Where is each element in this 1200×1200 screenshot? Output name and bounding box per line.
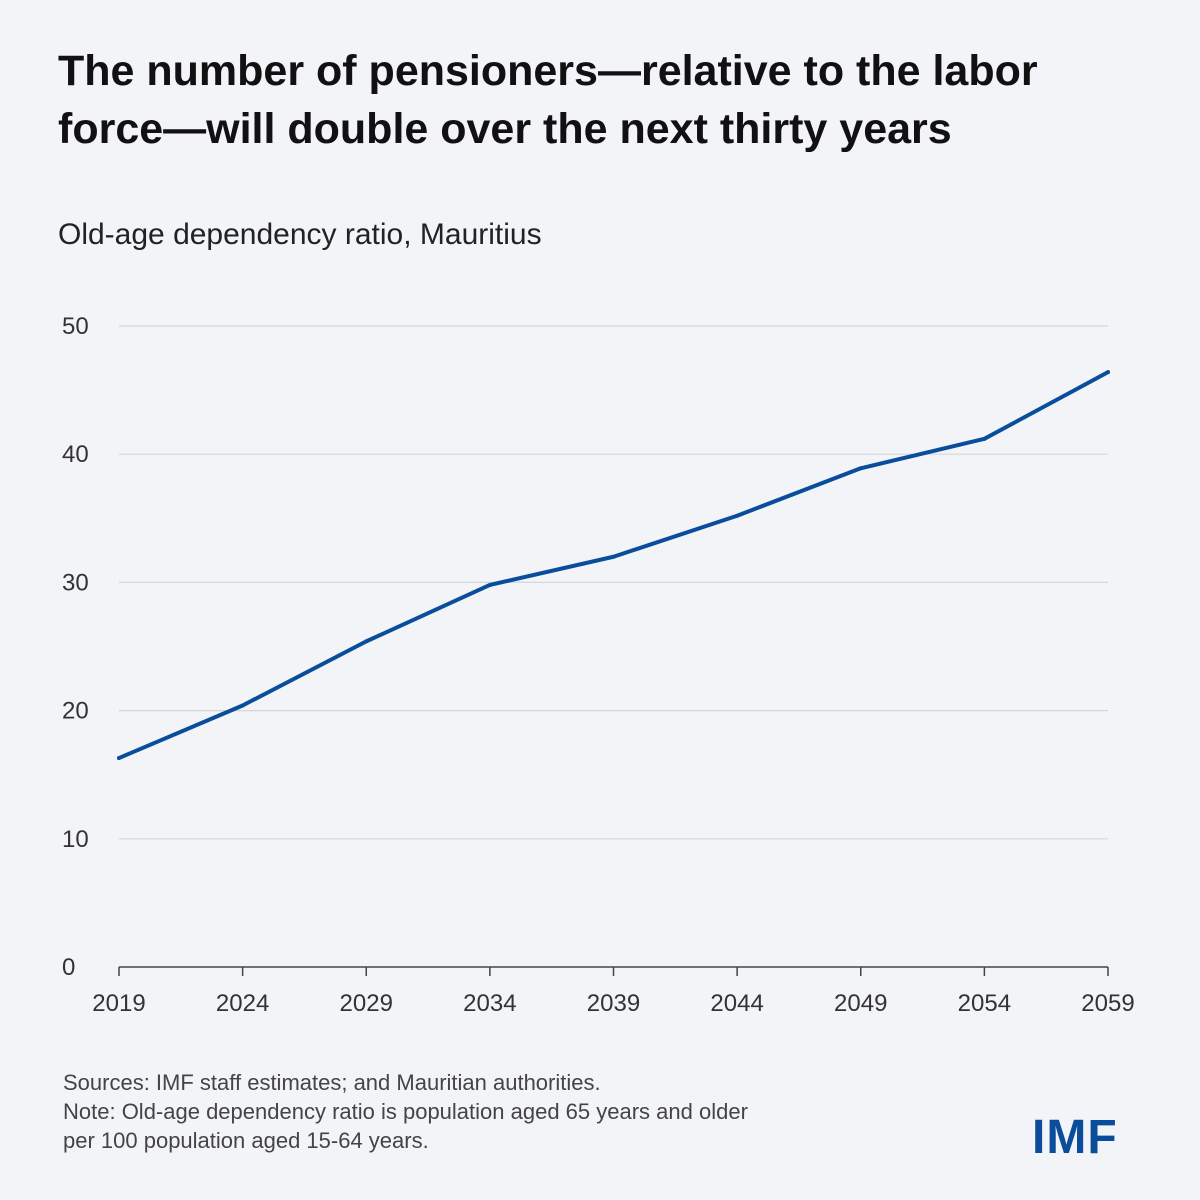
data-point: [735, 513, 740, 518]
y-tick-label: 30: [62, 569, 89, 596]
y-tick-label: 10: [62, 826, 89, 853]
data-point: [982, 436, 987, 441]
note-text-line-2: per 100 population aged 15-64 years.: [63, 1128, 429, 1153]
series-line: [117, 370, 1110, 761]
x-tick-label: 2039: [587, 990, 640, 1017]
series-layer: [117, 370, 1110, 761]
data-point: [611, 554, 616, 559]
data-point: [364, 639, 369, 644]
y-tick-label: 50: [62, 313, 89, 340]
data-point: [117, 756, 121, 761]
x-tick-label: 2059: [1081, 990, 1134, 1017]
chart-subtitle: Old-age dependency ratio, Mauritius: [58, 218, 542, 251]
chart-title-line-1: The number of pensioners—relative to the…: [58, 47, 1038, 95]
x-axis: 2019 2024 2029 2034 2039 2044 2049 2054 2059: [92, 966, 1135, 1017]
x-tick-label: 2049: [834, 990, 887, 1017]
x-tick-label: 2024: [216, 990, 269, 1017]
gridlines: 0 10 20 30 40 50: [62, 313, 1108, 981]
sources-text: Sources: IMF staff estimates; and Maurit…: [63, 1070, 601, 1095]
x-tick-label: 2029: [340, 990, 393, 1017]
data-point: [487, 582, 492, 587]
data-point: [858, 466, 863, 471]
chart-title: The number of pensioners—relative to the…: [58, 42, 1158, 158]
data-point: [240, 703, 245, 708]
chart-footer: Sources: IMF staff estimates; and Maurit…: [63, 1068, 963, 1155]
x-tick-label: 2019: [92, 990, 145, 1017]
imf-logo: IMF: [1032, 1111, 1118, 1164]
note-text-line-1: Note: Old-age dependency ratio is popula…: [63, 1099, 748, 1124]
x-tick-label: 2034: [463, 990, 516, 1017]
data-point: [1106, 370, 1110, 375]
x-tick-label: 2044: [710, 990, 763, 1017]
y-tick-label: 40: [62, 441, 89, 468]
y-tick-label: 0: [62, 954, 75, 981]
y-tick-label: 20: [62, 698, 89, 725]
chart-title-line-2: force—will double over the next thirty y…: [58, 105, 952, 153]
x-tick-label: 2054: [958, 990, 1011, 1017]
